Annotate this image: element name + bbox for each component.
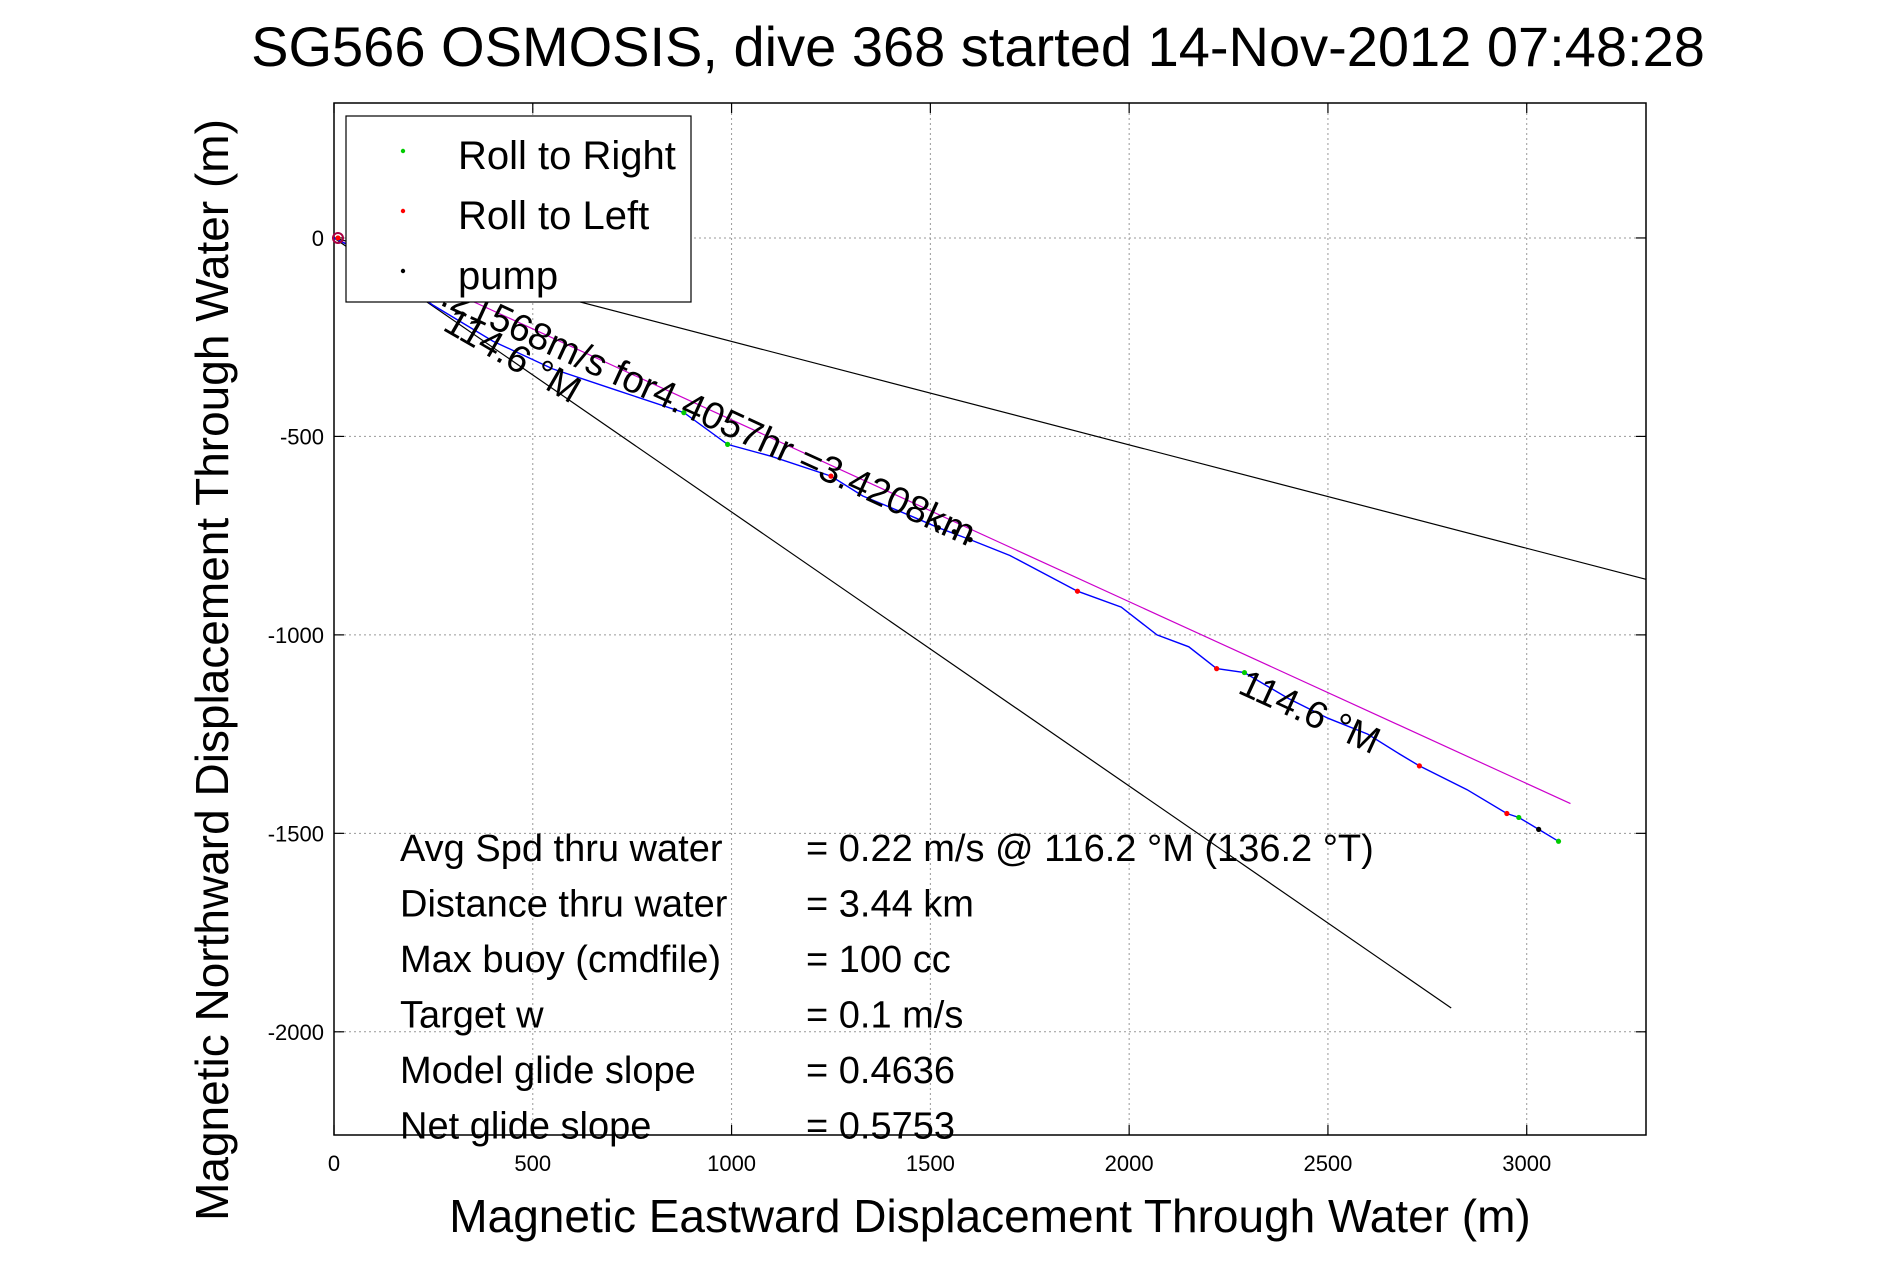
roll-left-point <box>1074 588 1081 594</box>
x-tick-label: 2000 <box>1105 1151 1154 1176</box>
stat-label: Avg Spd thru water <box>400 828 723 870</box>
track-series-line <box>333 237 1559 842</box>
stat-value: = 3.44 km <box>806 884 974 926</box>
chart-title: SG566 OSMOSIS, dive 368 started 14-Nov-2… <box>251 15 1705 78</box>
pump-point <box>1536 826 1542 832</box>
roll-left-point <box>335 235 341 241</box>
stat-label: Max buoy (cmdfile) <box>400 939 721 981</box>
y-axis-label: Magnetic Northward Displacement Through … <box>186 119 238 1221</box>
x-tick-label: 1000 <box>707 1151 756 1176</box>
markers <box>331 231 1562 844</box>
stat-value: = 0.22 m/s @ 116.2 °M (136.2 °T) <box>806 828 1374 870</box>
reference-line <box>333 237 1452 1009</box>
stat-label: Distance thru water <box>400 884 728 926</box>
roll-left-point <box>828 473 834 479</box>
plot-frame <box>333 102 1647 1136</box>
legend-label: pump <box>458 254 558 298</box>
stats-block: Avg Spd thru water = 0.22 m/s @ 116.2 °M … <box>400 828 1374 1148</box>
x-tick-label: 1500 <box>906 1151 955 1176</box>
roll-right-point <box>1555 838 1562 844</box>
legend-marker <box>400 208 406 214</box>
y-tick-label: -1500 <box>268 821 324 846</box>
x-tick-label: 500 <box>514 1151 551 1176</box>
stat-label: Net glide slope <box>400 1106 651 1148</box>
stat-label: Model glide slope <box>400 1050 696 1092</box>
y-tick-label: -500 <box>280 424 324 449</box>
roll-left-point <box>1214 666 1220 672</box>
pump-point <box>935 525 941 531</box>
grid <box>333 103 1646 1135</box>
legend-label: Roll to Right <box>458 134 676 178</box>
legend: Roll to Right Roll to Left pump <box>345 115 692 303</box>
stat-value: = 0.4636 <box>806 1050 955 1092</box>
x-tick-label: 2500 <box>1303 1151 1352 1176</box>
stat-label: Target w <box>400 995 544 1037</box>
y-tick-label: -1000 <box>268 623 324 648</box>
legend-label: Roll to Left <box>458 194 649 238</box>
ticks: 0 500 1000 1500 2000 2500 3000 0 -500 -1000 -1500 -… <box>268 103 1646 1176</box>
x-tick-label: 3000 <box>1502 1151 1551 1176</box>
y-tick-label: -2000 <box>268 1020 324 1045</box>
roll-right-point <box>725 441 731 447</box>
stat-value: = 0.5753 <box>806 1106 955 1148</box>
x-tick-label: 0 <box>328 1151 340 1176</box>
roll-right-point <box>681 410 687 416</box>
roll-left-point <box>1504 810 1510 817</box>
y-tick-label: 0 <box>312 226 324 251</box>
track-layer <box>333 237 1559 842</box>
legend-marker <box>400 268 406 274</box>
x-axis-label: Magnetic Eastward Displacement Through W… <box>449 1190 1530 1242</box>
stat-value: = 100 cc <box>806 939 951 981</box>
legend-marker <box>400 148 406 154</box>
pump-point <box>951 529 957 535</box>
roll-right-point <box>1516 814 1522 821</box>
stat-value: = 0.1 m/s <box>806 995 963 1037</box>
reference-line <box>333 237 1571 805</box>
roll-right-point <box>1241 669 1248 676</box>
pump-point <box>967 537 973 543</box>
start-point <box>331 231 344 244</box>
roll-left-point <box>1416 763 1422 769</box>
